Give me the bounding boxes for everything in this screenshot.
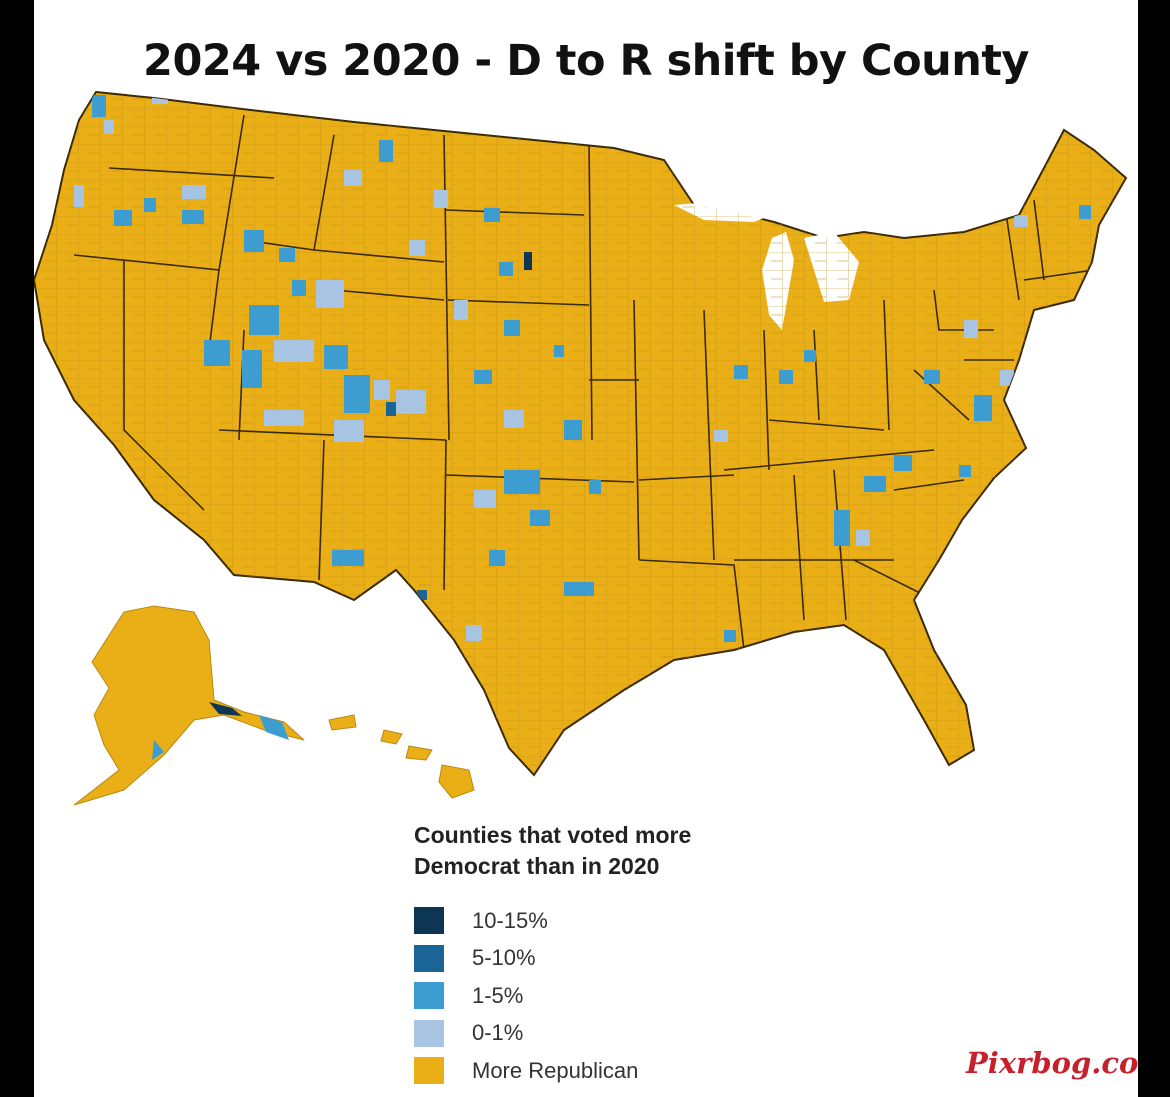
map-canvas: 2024 vs 2020 - D to R shift by County (34, 0, 1138, 1097)
us-county-map (34, 90, 1128, 806)
legend-label: 5-10% (472, 945, 536, 971)
legend-label: 0-1% (472, 1020, 524, 1046)
map-title: 2024 vs 2020 - D to R shift by County (143, 36, 1029, 86)
hawaii-islands (328, 714, 433, 761)
map-legend: Counties that voted more Democrat than i… (414, 820, 734, 1090)
legend-item-1-5: 1-5% (414, 977, 734, 1015)
watermark: Pixrbog.com (966, 1046, 1138, 1080)
legend-item-0-1: 0-1% (414, 1015, 734, 1053)
legend-item-10-15: 10-15% (414, 902, 734, 940)
legend-title-line2: Democrat than in 2020 (414, 853, 660, 879)
legend-swatch (414, 1057, 444, 1085)
legend-item-5-10: 5-10% (414, 940, 734, 978)
legend-label: 1-5% (472, 982, 524, 1008)
legend-swatch (414, 982, 444, 1010)
legend-label: More Republican (472, 1057, 639, 1083)
alaska-coast-shift (152, 740, 164, 760)
legend-swatch (414, 907, 444, 935)
state-borders (73, 114, 1095, 651)
legend-items: 10-15% 5-10% 1-5% 0-1% More Republican (414, 902, 734, 1090)
legend-label: 10-15% (472, 907, 548, 933)
hawaii-big-island (438, 764, 475, 799)
legend-swatch (414, 944, 444, 972)
legend-title-line1: Counties that voted more (414, 822, 692, 848)
alaska-island-shift (259, 715, 289, 740)
legend-title: Counties that voted more Democrat than i… (414, 820, 734, 882)
legend-swatch (414, 1019, 444, 1047)
alaska-panhandle-shift (209, 702, 242, 716)
legend-item-more-republican: More Republican (414, 1052, 734, 1090)
alaska-shape (73, 605, 305, 806)
